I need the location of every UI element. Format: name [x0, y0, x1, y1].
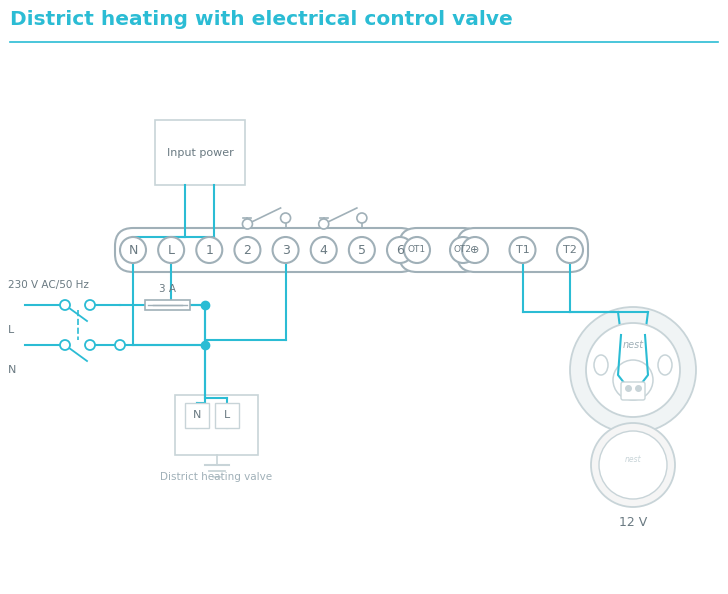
Circle shape: [349, 237, 375, 263]
Text: nest: nest: [622, 340, 644, 350]
Circle shape: [613, 360, 653, 400]
FancyBboxPatch shape: [215, 403, 239, 428]
Text: OT2: OT2: [454, 245, 472, 254]
Circle shape: [599, 431, 667, 499]
Text: District heating valve: District heating valve: [160, 472, 272, 482]
Circle shape: [404, 237, 430, 263]
Circle shape: [387, 237, 413, 263]
Text: L: L: [224, 410, 230, 421]
Circle shape: [586, 323, 680, 417]
Circle shape: [570, 307, 696, 433]
Text: N: N: [193, 410, 201, 421]
Circle shape: [242, 219, 253, 229]
Text: 3 A: 3 A: [159, 284, 176, 294]
Text: 3: 3: [282, 244, 290, 257]
Text: 1: 1: [205, 244, 213, 257]
Text: ⊕: ⊕: [470, 245, 480, 255]
FancyBboxPatch shape: [145, 300, 190, 310]
Text: OT1: OT1: [408, 245, 426, 254]
Text: N: N: [8, 365, 16, 375]
Text: District heating with electrical control valve: District heating with electrical control…: [10, 10, 513, 29]
Circle shape: [60, 300, 70, 310]
Circle shape: [272, 237, 298, 263]
Text: N: N: [128, 244, 138, 257]
Circle shape: [85, 300, 95, 310]
Text: 12 V: 12 V: [619, 516, 647, 529]
Circle shape: [510, 237, 536, 263]
FancyBboxPatch shape: [155, 120, 245, 185]
Text: T1: T1: [515, 245, 529, 255]
Ellipse shape: [658, 355, 672, 375]
Text: 230 V AC/50 Hz: 230 V AC/50 Hz: [8, 280, 89, 290]
Text: 4: 4: [320, 244, 328, 257]
Circle shape: [120, 237, 146, 263]
FancyBboxPatch shape: [399, 228, 481, 272]
Text: 2: 2: [243, 244, 251, 257]
FancyBboxPatch shape: [185, 403, 209, 428]
Circle shape: [158, 237, 184, 263]
Text: L: L: [8, 325, 15, 335]
Text: nest: nest: [625, 456, 641, 465]
Circle shape: [311, 237, 337, 263]
Circle shape: [357, 213, 367, 223]
FancyBboxPatch shape: [115, 228, 418, 272]
Text: Input power: Input power: [167, 147, 234, 157]
Circle shape: [462, 237, 488, 263]
FancyBboxPatch shape: [457, 228, 588, 272]
Circle shape: [85, 340, 95, 350]
Text: T2: T2: [563, 245, 577, 255]
Ellipse shape: [594, 355, 608, 375]
Text: 6: 6: [396, 244, 404, 257]
Circle shape: [60, 340, 70, 350]
Circle shape: [280, 213, 290, 223]
Circle shape: [557, 237, 583, 263]
Circle shape: [115, 340, 125, 350]
Circle shape: [450, 237, 476, 263]
Circle shape: [319, 219, 329, 229]
FancyBboxPatch shape: [175, 395, 258, 455]
Circle shape: [197, 237, 222, 263]
Circle shape: [591, 423, 675, 507]
Text: 5: 5: [358, 244, 366, 257]
FancyBboxPatch shape: [621, 382, 645, 400]
Text: L: L: [167, 244, 175, 257]
Circle shape: [234, 237, 261, 263]
